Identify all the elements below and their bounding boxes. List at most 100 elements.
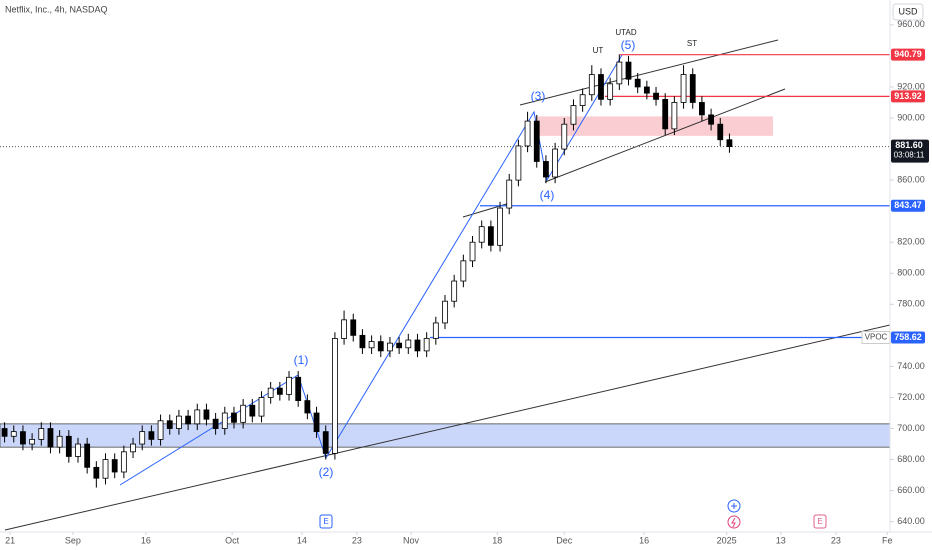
candle-body bbox=[322, 431, 329, 454]
candle-body bbox=[552, 148, 559, 178]
candle-body bbox=[240, 404, 247, 423]
candle-body bbox=[487, 226, 494, 246]
event-label[interactable]: E bbox=[323, 517, 328, 526]
candle-body bbox=[561, 123, 568, 150]
candle-body bbox=[570, 105, 577, 125]
annotation: UT bbox=[593, 46, 604, 55]
candle-body bbox=[497, 207, 503, 246]
x-tick-label: 2025 bbox=[717, 535, 737, 545]
annotation: UTAD bbox=[615, 28, 636, 37]
candle-body bbox=[515, 145, 522, 181]
candle-body bbox=[717, 123, 724, 141]
candle-body bbox=[331, 338, 338, 454]
candle-body bbox=[47, 428, 54, 448]
price-tag bbox=[891, 199, 925, 212]
split-icon bbox=[731, 517, 736, 528]
candle-body bbox=[102, 459, 109, 479]
candle-body bbox=[478, 226, 485, 243]
price-tag-label: 843.47 bbox=[894, 200, 922, 210]
y-tick-label: 780.00 bbox=[897, 299, 925, 309]
price-tag bbox=[891, 48, 925, 61]
candle-body bbox=[120, 451, 127, 473]
x-tick-label: 16 bbox=[639, 535, 649, 545]
currency-box[interactable] bbox=[892, 3, 924, 21]
candle-body bbox=[396, 342, 403, 349]
candle-body bbox=[726, 139, 733, 147]
x-tick-label: Oct bbox=[225, 535, 240, 545]
candle-body bbox=[29, 438, 36, 445]
x-tick-label: Nov bbox=[403, 535, 420, 545]
candle-body bbox=[176, 415, 182, 429]
candle-body bbox=[20, 431, 26, 445]
y-tick-label: 700.00 bbox=[897, 423, 925, 433]
wave-label: (1) bbox=[294, 353, 309, 367]
candle-body bbox=[304, 400, 311, 414]
candle-body bbox=[579, 94, 586, 106]
candle-body bbox=[442, 300, 448, 324]
candle-body bbox=[286, 376, 292, 395]
x-tick-label: 18 bbox=[492, 535, 502, 545]
currency[interactable]: USD bbox=[898, 6, 918, 16]
candle-body bbox=[414, 339, 421, 352]
wave-label: (3) bbox=[531, 89, 546, 103]
x-tick-label: 23 bbox=[831, 535, 841, 545]
trend-line bbox=[544, 88, 786, 183]
y-tick-label: 960.00 bbox=[897, 19, 925, 29]
candle-body bbox=[689, 74, 696, 103]
y-tick-label: 820.00 bbox=[897, 237, 925, 247]
candle-body bbox=[588, 74, 595, 96]
candle-body bbox=[432, 322, 439, 339]
candle-body bbox=[258, 397, 265, 417]
candle-body bbox=[93, 466, 100, 479]
candle-body bbox=[469, 241, 476, 262]
candle-body bbox=[38, 428, 45, 440]
split-icon[interactable] bbox=[727, 515, 741, 529]
candle-body bbox=[157, 420, 164, 440]
candle-body bbox=[653, 92, 659, 100]
last-price-label: 881.60 bbox=[895, 140, 923, 150]
event-icon[interactable] bbox=[319, 514, 333, 529]
candle-body bbox=[423, 338, 430, 352]
price-tag-label: 940.79 bbox=[894, 49, 922, 59]
candle-body bbox=[625, 61, 632, 80]
candles bbox=[1, 54, 733, 488]
candle-body bbox=[662, 98, 669, 130]
wave-label: (4) bbox=[540, 188, 555, 202]
x-tick-label: 16 bbox=[141, 535, 151, 545]
candle-body bbox=[276, 387, 283, 395]
candle-body bbox=[56, 435, 63, 448]
candle-body bbox=[267, 387, 274, 398]
y-tick-label: 800.00 bbox=[897, 268, 925, 278]
price-tags: 940.79 913.92 843.47 758.62 VPOC 881.6003:08:… bbox=[861, 48, 929, 345]
level-name: VPOC bbox=[865, 333, 888, 342]
candle-body bbox=[359, 334, 366, 349]
candle-body bbox=[313, 412, 320, 433]
candle-body bbox=[368, 341, 375, 349]
candle-body bbox=[387, 342, 393, 352]
candle-body bbox=[699, 102, 705, 116]
y-tick-label: 680.00 bbox=[897, 454, 925, 464]
level-name-box bbox=[861, 331, 891, 345]
candle-body bbox=[543, 161, 549, 178]
candle-body bbox=[185, 415, 191, 425]
y-tick-label: 720.00 bbox=[897, 392, 925, 402]
candle-body bbox=[377, 341, 384, 352]
levels bbox=[0, 54, 890, 339]
candle-body bbox=[1, 428, 8, 437]
last-price-tag bbox=[891, 139, 929, 163]
event-label[interactable]: E bbox=[817, 517, 822, 526]
event-icon[interactable] bbox=[813, 514, 827, 529]
candle-body bbox=[671, 102, 678, 130]
candle-body bbox=[148, 431, 155, 440]
candle-body bbox=[680, 74, 687, 103]
candle-body bbox=[84, 443, 91, 468]
zones bbox=[0, 116, 891, 448]
candle-body bbox=[405, 339, 412, 349]
x-tick-label: 14 bbox=[297, 535, 307, 545]
candle-body bbox=[194, 409, 201, 425]
candle-body bbox=[139, 431, 146, 445]
candle-body bbox=[341, 319, 347, 339]
candle-body bbox=[10, 431, 17, 437]
candle-body bbox=[616, 61, 623, 85]
axis: 640.00 660.00 680.00 700.00 720.00 740.00 780.… bbox=[5, 19, 925, 545]
